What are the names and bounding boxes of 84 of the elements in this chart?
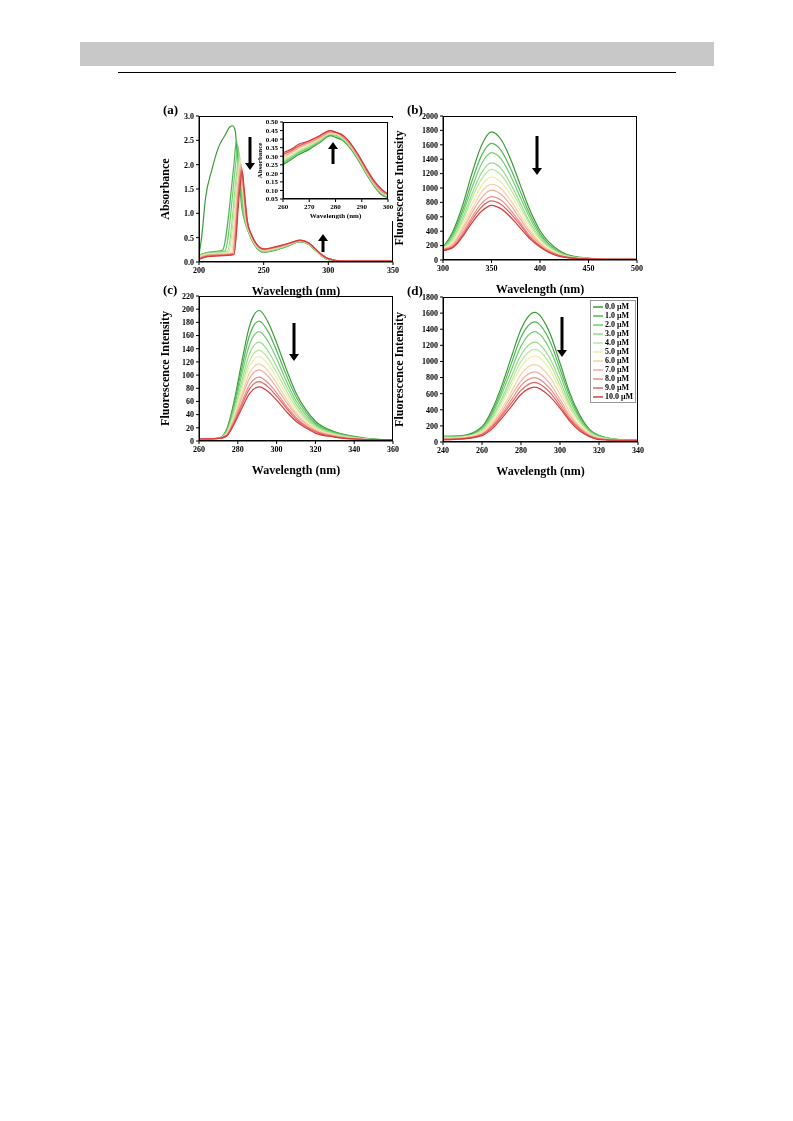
legend-label: 3.0 μM — [604, 329, 629, 338]
y-tick-label: 2000 — [422, 111, 438, 121]
y-tick-label: 120 — [182, 357, 194, 367]
x-tick-label: 300 — [322, 265, 335, 275]
y-tick-label: 2.5 — [184, 136, 194, 146]
y-tick-label: 100 — [182, 370, 194, 380]
legend-label: 6.0 μM — [604, 356, 629, 365]
x-tick-label: 200 — [193, 265, 205, 275]
x-axis-title: Wavelength (nm) — [251, 463, 341, 477]
y-tick-label: 800 — [426, 198, 438, 208]
y-tick-label: 1600 — [422, 308, 438, 318]
chart-title: (c) — [163, 282, 178, 298]
y-tick-label: 1400 — [422, 325, 438, 335]
y-tick-label: 40 — [186, 410, 194, 420]
legend-label: 9.0 μM — [604, 383, 629, 392]
legend-label: 8.0 μM — [604, 374, 629, 383]
y-tick-label: 180 — [182, 318, 194, 328]
x-tick-label: 340 — [632, 445, 644, 455]
y-tick-label: 0 — [190, 436, 194, 446]
x-tick-label: 250 — [257, 265, 270, 275]
legend-label: 0.0 μM — [604, 302, 629, 311]
x-tick-label: 500 — [631, 263, 643, 273]
y-tick-label: 1000 — [422, 357, 438, 367]
y-tick-label: 1600 — [422, 140, 438, 150]
y-tick-label: 60 — [186, 397, 194, 407]
y-tick-label: 1200 — [422, 169, 438, 179]
x-tick-label: 300 — [270, 444, 283, 454]
y-tick-label: 140 — [182, 344, 194, 354]
y-tick-label: 2.0 — [184, 160, 194, 170]
y-tick-label: 0.0 — [184, 257, 194, 267]
y-tick-label: 0 — [434, 437, 438, 447]
y-axis-title: Absorbance — [158, 157, 172, 220]
chart-title: (a) — [163, 102, 179, 118]
x-axis-title: Wavelength (nm) — [496, 464, 585, 478]
y-tick-label: 0.5 — [184, 233, 194, 243]
y-tick-label: 1800 — [422, 292, 438, 302]
y-tick-label: 1400 — [422, 155, 438, 165]
x-axis-title: Wavelength (nm) — [251, 284, 341, 298]
y-tick-label: 3.0 — [184, 111, 194, 121]
x-tick-label: 300 — [437, 263, 449, 273]
legend-label: 7.0 μM — [604, 365, 629, 374]
y-tick-label: 400 — [426, 227, 438, 237]
y-tick-label: 1000 — [422, 183, 438, 193]
x-tick-label: 360 — [387, 444, 399, 454]
y-tick-label: 400 — [426, 405, 438, 415]
y-tick-label: 160 — [182, 331, 194, 341]
legend-label: 5.0 μM — [604, 347, 629, 356]
x-tick-label: 320 — [309, 444, 322, 454]
y-tick-label: 200 — [426, 421, 438, 431]
x-tick-label: 280 — [231, 444, 244, 454]
x-tick-label: 260 — [476, 445, 488, 455]
x-tick-label: 350 — [387, 265, 399, 275]
legend-label: 10.0 μM — [604, 392, 633, 401]
y-tick-label: 1800 — [422, 126, 438, 136]
x-axis-title: Wavelength (nm) — [495, 282, 585, 296]
y-axis-title: Fluorescence Intensity — [158, 311, 172, 426]
y-tick-label: 220 — [182, 291, 194, 301]
x-tick-label: 280 — [515, 445, 527, 455]
x-tick-label: 320 — [593, 445, 605, 455]
x-tick-label: 260 — [193, 444, 205, 454]
y-tick-label: 600 — [426, 389, 438, 399]
y-tick-label: 1.0 — [184, 209, 194, 219]
y-axis-title: Fluorescence Intensity — [392, 312, 406, 427]
y-tick-label: 80 — [186, 384, 194, 394]
y-tick-label: 800 — [426, 373, 438, 383]
x-tick-label: 350 — [485, 263, 498, 273]
y-tick-label: 200 — [182, 305, 194, 315]
y-tick-label: 0 — [434, 255, 438, 265]
y-tick-label: 200 — [426, 241, 438, 251]
y-tick-label: 1.5 — [184, 184, 194, 194]
x-tick-label: 400 — [534, 263, 546, 273]
x-tick-label: 450 — [582, 263, 595, 273]
y-tick-label: 20 — [186, 423, 194, 433]
legend-label: 1.0 μM — [604, 311, 629, 320]
chart-title: (d) — [407, 283, 423, 299]
chart-title: (b) — [407, 102, 423, 117]
y-tick-label: 1200 — [422, 341, 438, 351]
y-tick-label: 600 — [426, 212, 438, 222]
x-tick-label: 240 — [437, 445, 449, 455]
y-axis-title: Fluorescence Intensity — [392, 130, 406, 246]
x-tick-label: 300 — [554, 445, 566, 455]
x-tick-label: 340 — [348, 444, 361, 454]
legend-label: 4.0 μM — [604, 338, 629, 347]
legend-label: 2.0 μM — [604, 320, 629, 329]
